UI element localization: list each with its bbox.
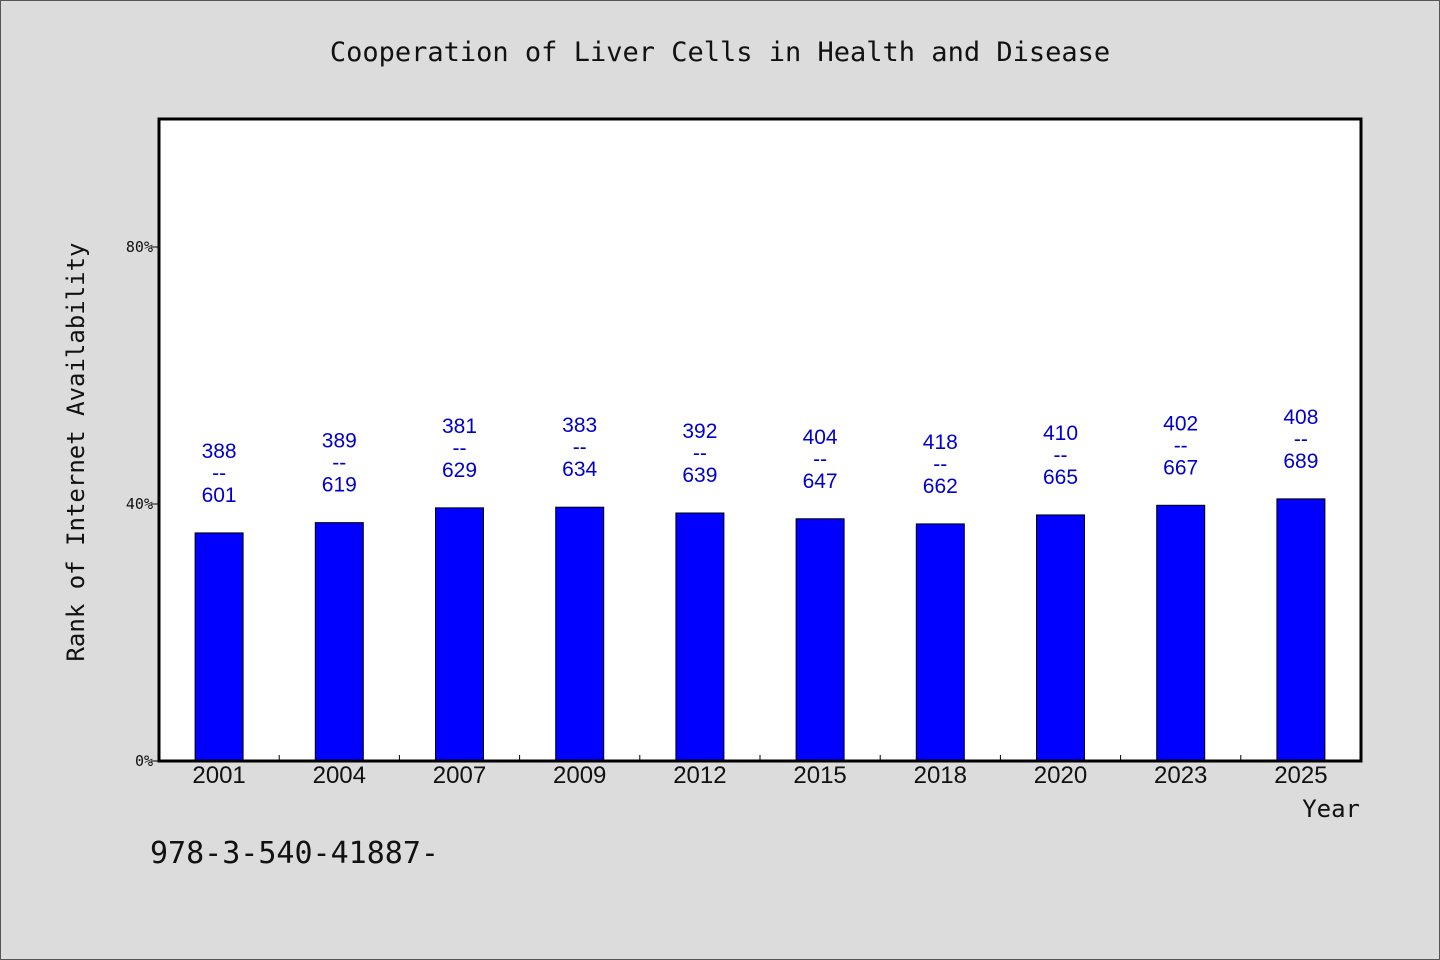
data-label-bottom: 647 xyxy=(803,470,838,493)
y-axis-title: Rank of Internet Availability xyxy=(62,242,90,661)
bar-2007 xyxy=(435,507,484,762)
data-label-top: 388 xyxy=(202,440,237,463)
data-label-top: 383 xyxy=(562,414,597,437)
data-label-bottom: 629 xyxy=(442,459,477,482)
x-tick-label: 2007 xyxy=(433,762,486,789)
data-label-top: 410 xyxy=(1043,422,1078,445)
data-label-top: 404 xyxy=(803,426,838,449)
x-tick-label: 2009 xyxy=(553,762,606,789)
data-label-top: 389 xyxy=(322,430,357,453)
data-label-bottom: 665 xyxy=(1043,466,1078,489)
data-label-bottom: 662 xyxy=(923,475,958,498)
x-tick-label: 2015 xyxy=(793,762,846,789)
data-label-2018: 418--662 xyxy=(923,431,958,498)
bar-2015 xyxy=(795,518,845,762)
x-tick-label: 2018 xyxy=(914,762,967,789)
data-label-sep: -- xyxy=(453,437,467,460)
x-axis-ticks: 2001 2004 2007 2009 2012 2015 2018 2020 2023 2025 xyxy=(192,755,1328,789)
data-label-sep: -- xyxy=(933,453,947,476)
data-label-sep: -- xyxy=(573,436,587,459)
data-label-sep: -- xyxy=(332,452,346,475)
data-label-2007: 381--629 xyxy=(442,415,477,482)
y-tick-label: 40% xyxy=(126,495,153,513)
data-label-2015: 404--647 xyxy=(803,426,838,493)
bar-2025 xyxy=(1276,498,1326,762)
bar-2001 xyxy=(194,532,244,762)
y-tick-label: 0% xyxy=(135,752,153,770)
x-axis-title: Year xyxy=(1302,795,1360,823)
data-label-sep: -- xyxy=(693,442,707,465)
data-label-sep: -- xyxy=(1054,444,1068,467)
chart-title: Cooperation of Liver Cells in Health and… xyxy=(330,37,1110,68)
data-label-top: 381 xyxy=(442,415,477,438)
data-label-top: 418 xyxy=(923,431,958,454)
y-axis-ticks: 0% 40% 80% xyxy=(126,238,159,770)
data-labels: 388--601389--619381--629383--634392--639… xyxy=(202,406,1319,507)
data-label-2025: 408--689 xyxy=(1283,406,1318,473)
bar-2009 xyxy=(555,506,605,762)
data-label-top: 392 xyxy=(682,420,717,443)
data-label-bottom: 634 xyxy=(562,458,597,481)
plot-border xyxy=(157,117,1363,763)
data-label-sep: -- xyxy=(813,448,827,471)
data-label-2001: 388--601 xyxy=(202,440,237,507)
bar-2012 xyxy=(675,512,725,762)
data-label-bottom: 619 xyxy=(322,474,357,497)
data-label-top: 402 xyxy=(1163,412,1198,435)
x-tick-label: 2012 xyxy=(673,762,726,789)
x-tick-label: 2023 xyxy=(1154,762,1207,789)
data-label-2009: 383--634 xyxy=(562,414,597,481)
bar-2018 xyxy=(915,523,965,762)
data-label-bottom: 601 xyxy=(202,484,237,507)
data-label-sep: -- xyxy=(1174,434,1188,457)
data-label-bottom: 667 xyxy=(1163,456,1198,479)
x-tick-label: 2001 xyxy=(192,762,245,789)
bar-2004 xyxy=(314,522,364,762)
data-label-2012: 392--639 xyxy=(682,420,717,487)
data-label-bottom: 639 xyxy=(682,464,717,487)
x-tick-label: 2004 xyxy=(313,762,366,789)
data-label-sep: -- xyxy=(212,462,226,485)
data-label-2020: 410--665 xyxy=(1043,422,1078,489)
data-label-2004: 389--619 xyxy=(322,430,357,497)
bar-series xyxy=(194,498,1326,762)
x-tick-label: 2020 xyxy=(1034,762,1087,789)
data-label-bottom: 689 xyxy=(1283,450,1318,473)
data-label-sep: -- xyxy=(1294,428,1308,451)
y-tick-label: 80% xyxy=(126,238,153,256)
bar-2023 xyxy=(1156,504,1206,762)
x-tick-label: 2025 xyxy=(1274,762,1327,789)
data-label-top: 408 xyxy=(1283,406,1318,429)
data-label-2023: 402--667 xyxy=(1163,412,1198,479)
footnote-isbn: 978-3-540-41887- xyxy=(150,836,439,871)
bar-2020 xyxy=(1036,514,1085,762)
